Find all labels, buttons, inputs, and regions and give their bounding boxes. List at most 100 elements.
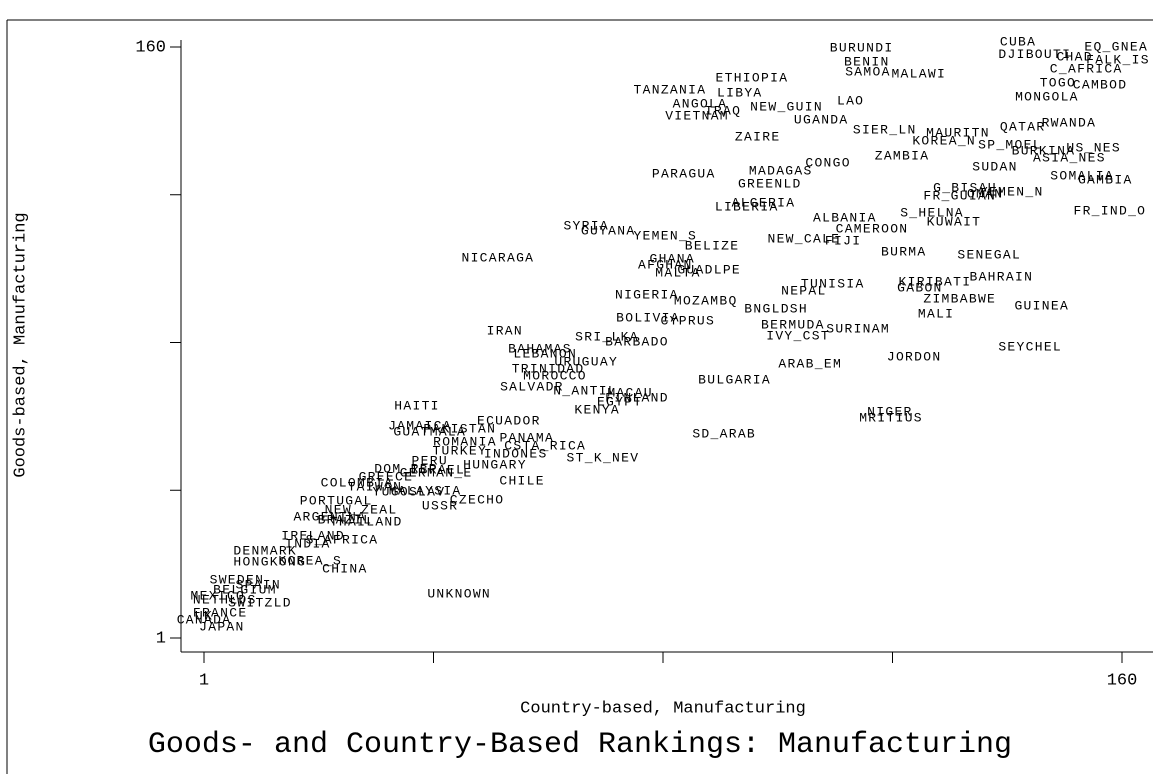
point-label: RWANDA (1042, 115, 1097, 130)
point-label: CONGO (805, 155, 851, 170)
point-label: GREENLD (738, 177, 802, 192)
point-label: MALAYSIA (389, 484, 462, 499)
point-label: UNKNOWN (427, 587, 491, 602)
point-label: SWITZLD (228, 595, 292, 610)
point-label: PARAGUA (652, 167, 716, 182)
point-label: BOLIVIA (616, 310, 680, 325)
x-axis-title: Country-based, Manufacturing (520, 699, 806, 718)
y-tick-label: 160 (135, 38, 166, 57)
point-label: BELIZE (685, 238, 740, 253)
point-label: ISRAEL (411, 462, 466, 477)
point-label: LIBYA (717, 86, 763, 101)
point-label: BURUNDI (830, 41, 894, 56)
point-label: G_BISAU (933, 180, 997, 195)
point-label: NETHLDS (193, 593, 257, 608)
point-label: TRINIDAD (512, 361, 585, 376)
point-label: ETHIOPIA (716, 70, 789, 85)
point-label: PERU (412, 454, 448, 469)
point-label: HONGKONG (233, 555, 306, 570)
point-label: UK (195, 609, 213, 624)
point-label: ARAB_EM (778, 356, 842, 371)
y-tick-label: 1 (156, 629, 166, 648)
point-label: IRELAND (281, 529, 345, 544)
point-label: INDONES (484, 446, 548, 461)
point-label: ZAMBIA (875, 148, 930, 163)
point-label: S_HELNA (900, 206, 964, 221)
point-label: BULGARIA (698, 372, 771, 387)
point-label: CANADA (177, 613, 232, 628)
point-label: FRANCE (193, 606, 248, 621)
point-label: ECUADOR (477, 413, 541, 428)
point-label: KENYA (574, 403, 620, 418)
point-label: TURKEY (432, 443, 487, 458)
point-label: GUATMALA (393, 425, 466, 440)
point-label: GUYANA (581, 223, 636, 238)
point-label: MEXICO (191, 588, 246, 603)
point-label: BERMUDA (761, 317, 825, 332)
point-label: URUGUAY (554, 354, 618, 369)
point-label: YEMEN_S (633, 228, 697, 243)
point-label: CAMBOD (1073, 77, 1128, 92)
point-label: SRI_LKA (575, 329, 639, 344)
point-label: GUADLPE (677, 262, 741, 277)
point-label: CUBA (1000, 35, 1036, 50)
point-label: FALK_IS (1086, 52, 1150, 67)
point-label: KIRIBATI (899, 274, 972, 289)
point-label: UGANDA (794, 112, 849, 127)
point-label: IRAQ (705, 103, 741, 118)
point-label: JAPAN (199, 619, 245, 634)
point-label: SD_ARAB (692, 426, 756, 441)
point-label: ST_K_NEV (567, 451, 640, 466)
point-label: ARGENTNA (293, 509, 366, 524)
point-label: PAKISTAN (423, 422, 496, 437)
point-label: YEMEN_N (980, 184, 1044, 199)
point-label: JAMAICA (388, 419, 452, 434)
point-label: MACAU (607, 385, 653, 400)
point-label: MADAGAS (749, 164, 813, 179)
point-label: YUGOSLAV (373, 484, 446, 499)
point-label: BURMA (881, 245, 927, 260)
point-label: ALBANIA (813, 210, 877, 225)
point-label: VIETNAM (665, 109, 729, 124)
point-label: ZAIRE (735, 129, 781, 144)
point-label: PORTUGAL (300, 493, 373, 508)
point-label: BURKINA (1012, 144, 1076, 159)
point-label: LEBANON (513, 346, 577, 361)
point-label: SAMOA (845, 64, 891, 79)
point-label: DOM_REP (374, 461, 438, 476)
point-label: NICARAGA (461, 251, 534, 266)
point-label: ASIA_NES (1033, 151, 1106, 166)
point-label: SENEGAL (957, 248, 1021, 263)
point-label: ZIMBABWE (923, 291, 996, 306)
point-label: IVY_CST (766, 329, 830, 344)
point-label: HAITI (394, 398, 440, 413)
point-label: ALGERIA (732, 196, 796, 211)
point-label: NEPAL (781, 283, 827, 298)
point-label: C_AFRICA (1050, 61, 1123, 76)
point-label: ANGOLA (673, 96, 728, 111)
point-label: OMAN (967, 187, 1003, 202)
y-axis-title: Goods-based, Manufacturing (11, 212, 30, 477)
point-label: CHILE (499, 474, 545, 489)
point-label: NEW_ZEAL (325, 503, 398, 518)
point-label: SALVADR (500, 380, 564, 395)
point-label: AFGHAN (638, 257, 693, 272)
point-label: NIGERIA (615, 287, 679, 302)
point-label: DJIBOUTI (998, 47, 1071, 62)
point-label: MOROCCO (523, 368, 587, 383)
point-label: SYRIA (563, 219, 609, 234)
point-label: SIER_LN (853, 122, 917, 137)
point-label: THAILAND (330, 514, 403, 529)
point-label: CZECHO (450, 493, 505, 508)
point-label: NIGER (867, 404, 913, 419)
point-label: S_AFRICA (306, 532, 379, 547)
x-tick-label: 1 (199, 671, 209, 690)
point-label: HUNGARY (463, 458, 527, 473)
point-label: US_NES (1066, 141, 1121, 156)
point-label: EQ_GNEA (1084, 39, 1148, 54)
point-label: SP_MOEL (978, 138, 1042, 153)
point-label: FINLAND (605, 390, 669, 405)
point-label: BRAZIL (318, 513, 373, 528)
